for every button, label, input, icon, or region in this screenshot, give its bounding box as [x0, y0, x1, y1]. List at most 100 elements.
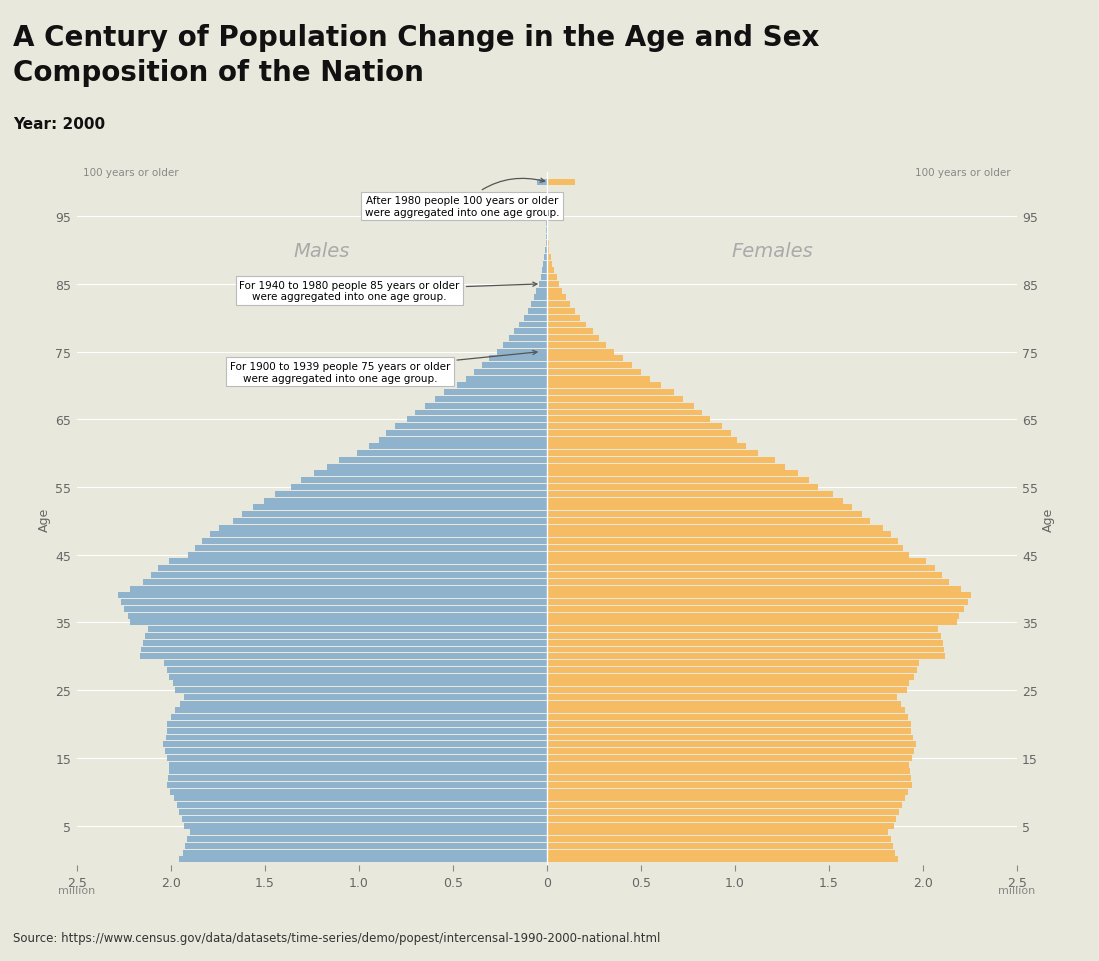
Bar [188, 553, 547, 558]
Text: Year: 2000: Year: 2000 [13, 117, 106, 133]
Bar [541, 275, 547, 281]
Bar [169, 674, 547, 679]
Bar [547, 546, 903, 552]
Bar [141, 653, 547, 659]
Bar [547, 836, 890, 842]
Bar [547, 282, 559, 287]
Bar [547, 356, 623, 362]
Bar [170, 789, 547, 795]
Bar [167, 667, 547, 673]
Bar [313, 471, 547, 477]
Bar [233, 518, 547, 525]
Bar [474, 370, 547, 376]
Bar [547, 573, 942, 579]
Bar [547, 437, 737, 443]
Text: million: million [998, 885, 1035, 896]
Bar [547, 829, 888, 835]
Bar [169, 762, 547, 768]
Bar [547, 180, 575, 186]
Bar [547, 531, 891, 538]
Bar [179, 856, 547, 862]
Bar [489, 356, 547, 362]
Bar [547, 255, 551, 260]
Bar [547, 559, 926, 565]
Bar [547, 370, 642, 376]
Bar [170, 714, 547, 721]
Bar [175, 707, 547, 714]
Bar [379, 437, 547, 443]
Text: 100 years or older: 100 years or older [915, 168, 1011, 178]
Bar [547, 742, 917, 748]
Bar [196, 546, 547, 552]
Bar [547, 667, 917, 673]
Bar [547, 613, 959, 619]
Y-axis label: Age: Age [38, 506, 52, 531]
Bar [547, 627, 939, 632]
Bar [547, 687, 907, 694]
Bar [291, 484, 547, 490]
Bar [547, 234, 548, 240]
Bar [547, 823, 895, 828]
Bar [547, 491, 833, 497]
Bar [547, 295, 566, 301]
Bar [536, 288, 547, 294]
Bar [503, 342, 547, 349]
Bar [167, 782, 547, 788]
Bar [544, 255, 547, 260]
Bar [547, 342, 607, 349]
Bar [547, 707, 904, 714]
Bar [547, 362, 632, 369]
Bar [141, 647, 547, 653]
Bar [547, 417, 710, 423]
Bar [143, 640, 547, 646]
Bar [547, 308, 575, 314]
Bar [167, 755, 547, 761]
Bar [165, 749, 547, 754]
Bar [143, 579, 547, 585]
Bar [547, 633, 941, 639]
Bar [264, 498, 547, 504]
Bar [301, 478, 547, 483]
Bar [369, 444, 547, 450]
Bar [547, 315, 580, 321]
Bar [547, 701, 901, 707]
Bar [547, 268, 554, 274]
Bar [547, 755, 912, 761]
Bar [524, 315, 547, 321]
Bar [547, 383, 660, 389]
Bar [547, 390, 674, 396]
Text: Females: Females [732, 241, 813, 260]
Bar [547, 525, 882, 531]
Bar [386, 431, 547, 436]
Bar [547, 850, 895, 855]
Bar [509, 335, 547, 342]
Bar [121, 600, 547, 605]
Bar [190, 829, 547, 835]
Bar [547, 410, 702, 416]
Bar [547, 471, 798, 477]
Text: Males: Males [293, 241, 349, 260]
Bar [542, 268, 547, 274]
Bar [466, 377, 547, 382]
Bar [528, 308, 547, 314]
Bar [118, 593, 547, 599]
Bar [547, 796, 904, 801]
Bar [547, 579, 948, 585]
Bar [457, 383, 547, 389]
Bar [166, 735, 547, 741]
Bar [158, 566, 547, 572]
Bar [547, 647, 944, 653]
Bar [547, 335, 599, 342]
Bar [547, 640, 943, 646]
Bar [407, 417, 547, 423]
Bar [547, 782, 912, 788]
Bar [547, 451, 757, 456]
Bar [547, 660, 920, 666]
Bar [168, 769, 547, 775]
Bar [177, 802, 547, 808]
Bar [547, 714, 908, 721]
Bar [547, 457, 775, 463]
Bar [539, 282, 547, 287]
Bar [547, 789, 909, 795]
Bar [202, 538, 547, 545]
